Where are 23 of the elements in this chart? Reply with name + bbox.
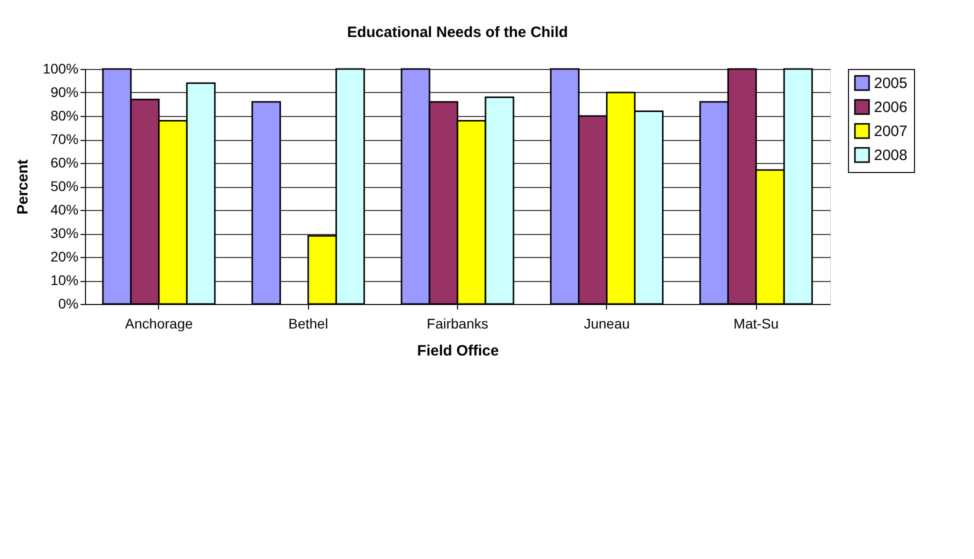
legend-label: 2008 (874, 147, 908, 164)
y-tick-label: 20% (50, 248, 78, 264)
legend-label: 2005 (874, 75, 908, 92)
y-tick-label: 50% (50, 178, 78, 194)
chart-title: Educational Needs of the Child (347, 24, 568, 41)
y-tick-label: 90% (50, 84, 78, 100)
x-tick-label: Anchorage (125, 316, 193, 332)
y-tick-label: 70% (50, 131, 78, 147)
y-tick-label: 80% (50, 108, 78, 124)
y-axis-title: Percent (14, 159, 32, 215)
x-tick-label: Mat-Su (734, 316, 779, 332)
y-tick-label: 0% (58, 296, 78, 312)
legend-label: 2007 (874, 123, 908, 140)
legend-label: 2006 (874, 99, 908, 116)
x-tick-label: Fairbanks (426, 316, 488, 332)
x-tick-label: Juneau (584, 316, 630, 332)
y-tick-label: 30% (50, 225, 78, 241)
y-tick-label: 40% (50, 202, 78, 218)
y-tick-label: 60% (50, 154, 78, 170)
y-tick-label: 10% (50, 272, 78, 288)
y-tick-label: 100% (42, 60, 78, 76)
x-axis-title: Field Office (417, 342, 499, 360)
x-tick-label: Bethel (288, 316, 328, 332)
